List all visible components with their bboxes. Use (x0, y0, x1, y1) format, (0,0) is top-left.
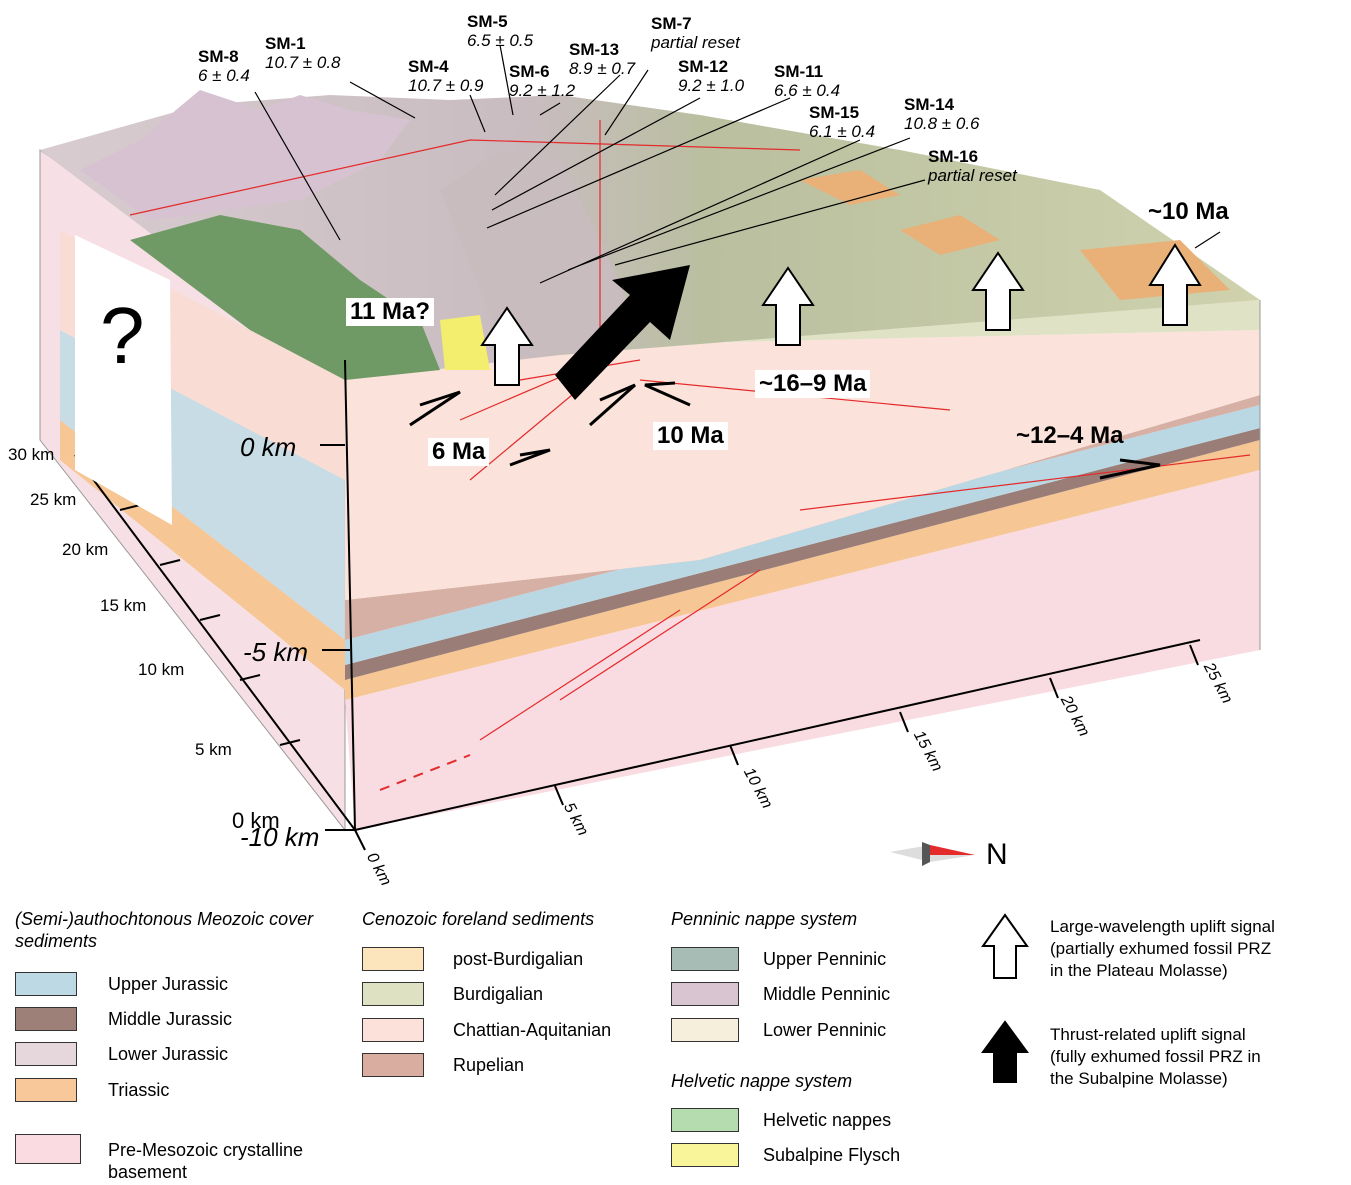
north-arrow-icon (890, 842, 975, 866)
thrust-uplift-arrow (555, 265, 690, 400)
height-tick-0: 0 km (232, 808, 280, 833)
legend-swatch-upper-penninic (671, 947, 739, 971)
age-label-6ma: 6 Ma (428, 438, 490, 466)
front-face-upper-jurassic (345, 405, 1260, 665)
sample-label-sm1: SM-1 10.7 ± 0.8 (265, 34, 341, 72)
legend-label-middle-penninic: Middle Penninic (763, 984, 891, 1004)
height-tick-15: 15 km (100, 596, 147, 615)
sample-label-sm12: SM-12 9.2 ± 1.0 (678, 57, 745, 95)
legend-swatch-chattian (362, 1018, 424, 1042)
sample-label-sm11: SM-11 6.6 ± 0.4 (774, 62, 841, 100)
unknown-question-mark: ? (100, 291, 145, 380)
legend-swatch-triassic (15, 1078, 77, 1102)
legend-label-rupelian: Rupelian (453, 1055, 525, 1075)
thrust-half-arrows (409, 381, 1161, 480)
terrain-helvetic (130, 215, 440, 380)
front-face-rupelian (345, 395, 1260, 640)
legend-label-post-burdigalian: post-Burdigalian (453, 949, 584, 969)
height-tick-25: 25 km (30, 490, 77, 509)
north-label: N (986, 838, 1008, 871)
legend-label-helvetic: Helvetic nappes (763, 1110, 892, 1130)
sample-label-sm6: SM-6 9.2 ± 1.2 (509, 62, 576, 100)
height-axis (74, 454, 356, 831)
block-diagram-svg (39, 44, 1261, 866)
sample-label-sm16: SM-16 partial reset (928, 147, 1017, 185)
legend-black-line-1: Thrust-related uplift signal (1050, 1025, 1246, 1044)
legend-col3-title: Penninic nappe system (671, 909, 858, 929)
legend-white-arrow-icon (981, 913, 1029, 979)
legend-label-chattian: Chattian-Aquitanian (453, 1020, 612, 1040)
legend-white-arrow-text: Large-wavelength uplift signal (partiall… (1050, 916, 1275, 982)
legend-col1-title: (Semi-)authochtonous Meozoic cover sedim… (15, 909, 314, 951)
sample-label-sm5: SM-5 6.5 ± 0.5 (467, 12, 534, 50)
height-tick-10: 10 km (138, 660, 185, 679)
terrain-orange-1 (800, 170, 900, 205)
legend-white-line-1: Large-wavelength uplift signal (1050, 917, 1275, 936)
legend-label-basement: Pre-Mesozoic crystalline basement (108, 1140, 304, 1182)
sample-label-sm7: SM-7 partial reset (651, 14, 740, 52)
legend-col3-title2: Helvetic nappe system (671, 1071, 853, 1091)
sample-label-sm14: SM-14 10.8 ± 0.6 (904, 95, 980, 133)
front-face-basement (345, 470, 1260, 830)
depth-label-0: 0 km (240, 432, 297, 462)
depth-label-minus5: -5 km (243, 637, 308, 667)
legend-black-line-2: (fully exhumed fossil PRZ in (1050, 1047, 1261, 1066)
bottom-axis (354, 639, 1201, 831)
age-label-11ma: 11 Ma? (346, 298, 435, 326)
age-label-12-4ma: ~12–4 Ma (1016, 422, 1124, 449)
legend-swatch-flysch (671, 1143, 739, 1167)
legend-label-flysch: Subalpine Flysch (763, 1145, 901, 1165)
legend-label-burdigalian: Burdigalian (453, 984, 544, 1004)
height-tick-30: 30 km (8, 445, 55, 464)
legend-label-triassic: Triassic (108, 1080, 170, 1100)
legend-col2-title: Cenozoic foreland sediments (362, 909, 595, 929)
legend-label-middle-jurassic: Middle Jurassic (108, 1009, 233, 1029)
sample-label-sm4: SM-4 10.7 ± 0.9 (408, 57, 484, 95)
age-label-10ma-plateau: ~10 Ma (1148, 198, 1229, 225)
white-uplift-arrows (480, 243, 1202, 386)
legend-label-upper-penninic: Upper Penninic (763, 949, 887, 969)
legend-white-line-2: (partially exhumed fossil PRZ (1050, 939, 1272, 958)
sample-leader-lines (254, 44, 1221, 284)
legend-swatch-helvetic (671, 1108, 739, 1132)
unknown-panel (75, 235, 172, 525)
terrain-flysch (440, 315, 490, 370)
front-edge (344, 359, 356, 831)
height-tick-5: 5 km (195, 740, 232, 759)
legend-label-lower-jurassic: Lower Jurassic (108, 1044, 229, 1064)
legend-white-line-3: in the Plateau Molasse) (1050, 961, 1228, 980)
legend-swatch-lower-penninic (671, 1018, 739, 1042)
height-tick-20: 20 km (62, 540, 109, 559)
legend-swatch-middle-penninic (671, 982, 739, 1006)
legend-swatch-rupelian (362, 1053, 424, 1077)
bottom-axis-ticks (354, 644, 1199, 851)
depth-axis-ticks (320, 444, 355, 831)
legend-label-upper-jurassic: Upper Jurassic (108, 974, 229, 994)
legend-black-arrow-icon (981, 1020, 1029, 1083)
sample-label-sm8: SM-8 6 ± 0.4 (198, 47, 250, 85)
legend-swatch-middle-jurassic (15, 1007, 77, 1031)
terrain-ridge (440, 150, 640, 355)
sample-label-sm15: SM-15 6.1 ± 0.4 (809, 103, 876, 141)
sample-label-sm13: SM-13 8.9 ± 0.7 (569, 40, 636, 78)
legend-swatch-basement (15, 1134, 81, 1164)
block-diagram (39, 44, 1261, 866)
front-face-middle-jurassic (345, 428, 1260, 680)
legend-black-arrow-text: Thrust-related uplift signal (fully exhu… (1050, 1024, 1261, 1090)
front-face-triassic (345, 440, 1260, 700)
terrain-orange-3 (900, 215, 1000, 255)
legend-label-lower-penninic: Lower Penninic (763, 1020, 887, 1040)
legend-swatch-post-burdigalian (362, 947, 424, 971)
age-label-16-9ma: ~16–9 Ma (755, 370, 871, 398)
legend-swatch-lower-jurassic (15, 1042, 77, 1066)
terrain-mountains (80, 90, 410, 220)
legend-black-line-3: the Subalpine Molasse) (1050, 1069, 1228, 1088)
depth-label-minus10: -10 km (240, 822, 320, 852)
legend-swatch-burdigalian (362, 982, 424, 1006)
age-label-10ma: 10 Ma (653, 422, 728, 450)
legend-swatch-upper-jurassic (15, 972, 77, 996)
